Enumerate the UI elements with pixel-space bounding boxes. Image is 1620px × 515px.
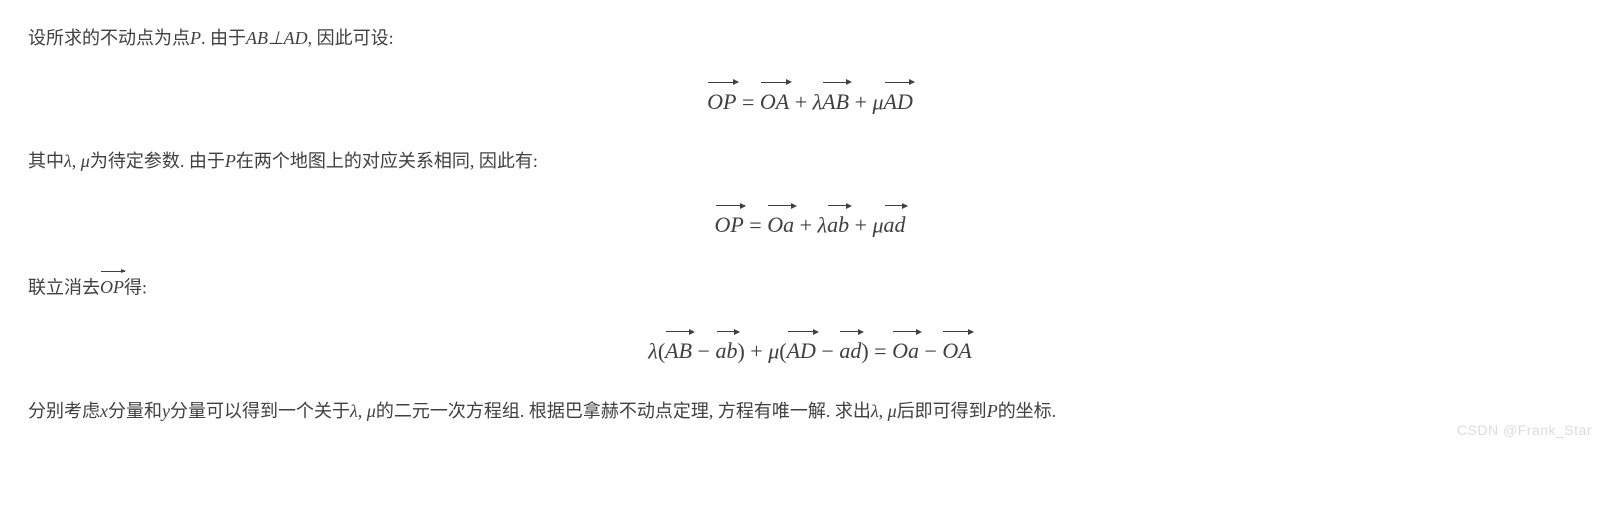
math-y: y	[162, 401, 170, 421]
vec-ab: ab	[715, 330, 737, 368]
vec-OP: OP	[707, 81, 736, 119]
math-P: P	[190, 28, 201, 48]
text-run: ,	[358, 401, 367, 421]
text-run: , 因此可设:	[308, 28, 394, 48]
plus-sign: +	[849, 212, 872, 237]
paragraph-3: 联立消去OP得:	[28, 271, 1592, 302]
text-run: 分量和	[108, 401, 162, 421]
paragraph-2: 其中λ, μ为待定参数. 由于P在两个地图上的对应关系相同, 因此有:	[28, 147, 1592, 176]
mu: μ	[872, 89, 883, 114]
vec-OP-inline: OP	[100, 271, 124, 302]
lambda: λ	[818, 212, 828, 237]
text-run: . 由于	[201, 28, 246, 48]
vec-OA: OA	[760, 81, 789, 119]
lparen: (	[779, 338, 786, 363]
eq-sign: =	[869, 338, 892, 363]
text-run: 设所求的不动点为点	[28, 28, 190, 48]
equation-1: OP = OA + λAB + μAD	[28, 81, 1592, 119]
eq-sign: =	[744, 212, 767, 237]
math-x: x	[100, 401, 108, 421]
minus-sign: −	[816, 338, 839, 363]
text-run: 为待定参数. 由于	[90, 151, 225, 171]
vec-AB: AB	[822, 81, 849, 119]
vec-AD: AD	[884, 81, 913, 119]
paragraph-4: 分别考虑x分量和y分量可以得到一个关于λ, μ的二元一次方程组. 根据巴拿赫不动…	[28, 397, 1592, 426]
math-lambda: λ	[350, 401, 358, 421]
paragraph-1: 设所求的不动点为点P. 由于AB⊥AD, 因此可设:	[28, 24, 1592, 53]
math-lambda: λ	[871, 401, 879, 421]
eq-sign: =	[736, 89, 759, 114]
watermark: CSDN @Frank_Star	[1457, 419, 1592, 441]
math-ABperpAD: AB⊥AD	[246, 28, 308, 48]
mu: μ	[872, 212, 883, 237]
math-mu: μ	[367, 401, 376, 421]
text-run: 其中	[28, 151, 64, 171]
text-run: 在两个地图上的对应关系相同, 因此有:	[236, 151, 538, 171]
mu: μ	[768, 338, 779, 363]
minus-sign: −	[919, 338, 942, 363]
vec-ad: ad	[884, 204, 906, 242]
text-run: ,	[72, 151, 81, 171]
equation-3: λ(AB − ab) + μ(AD − ad) = Oa − OA	[28, 330, 1592, 368]
plus-sign: +	[789, 89, 812, 114]
text-run: 的二元一次方程组. 根据巴拿赫不动点定理, 方程有唯一解. 求出	[376, 401, 871, 421]
text-run: ,	[879, 401, 888, 421]
vec-OA: OA	[942, 330, 971, 368]
vec-OP: OP	[714, 204, 743, 242]
equation-2: OP = Oa + λab + μad	[28, 204, 1592, 242]
text-run: 的坐标.	[998, 401, 1057, 421]
plus-sign: +	[849, 89, 872, 114]
vec-ad: ad	[839, 330, 861, 368]
vec-AB: AB	[665, 330, 692, 368]
math-P: P	[987, 401, 998, 421]
vec-AD: AD	[787, 330, 816, 368]
vec-Oa: Oa	[767, 204, 794, 242]
text-run: 后即可得到	[897, 401, 987, 421]
text-run: 分量可以得到一个关于	[170, 401, 350, 421]
lambda: λ	[813, 89, 823, 114]
text-run: 分别考虑	[28, 401, 100, 421]
plus-sign: +	[794, 212, 817, 237]
math-mu: μ	[81, 151, 90, 171]
lambda: λ	[648, 338, 658, 363]
math-mu: μ	[888, 401, 897, 421]
text-run: 得:	[124, 277, 147, 297]
vec-Oa: Oa	[892, 330, 919, 368]
rparen: )	[861, 338, 868, 363]
vec-ab: ab	[827, 204, 849, 242]
text-run: 联立消去	[28, 277, 100, 297]
math-lambda: λ	[64, 151, 72, 171]
minus-sign: −	[692, 338, 715, 363]
rparen: )	[737, 338, 744, 363]
plus-sign: +	[745, 338, 768, 363]
math-P: P	[225, 151, 236, 171]
